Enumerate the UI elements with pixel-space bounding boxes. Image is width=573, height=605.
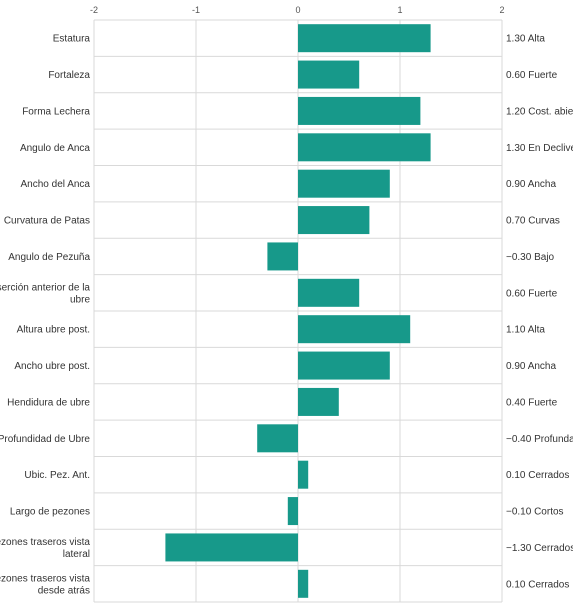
- value-label: 1.10 Alta: [506, 325, 545, 336]
- bar: [298, 206, 370, 235]
- value-label: 0.10 Cerrados: [506, 470, 569, 481]
- category-label: Fortaleza: [48, 70, 90, 81]
- x-tick-label: -1: [192, 5, 200, 15]
- bar: [298, 60, 360, 89]
- bar: [298, 460, 309, 489]
- value-label: −0.30 Bajo: [506, 252, 555, 263]
- category-label: Curvatura de Patas: [4, 216, 90, 227]
- value-label: 0.60 Fuerte: [506, 288, 558, 299]
- value-label: 0.90 Ancha: [506, 361, 556, 372]
- bar: [165, 533, 298, 562]
- bar: [287, 497, 298, 526]
- value-label: 1.20 Cost. abierto: [506, 106, 573, 117]
- bar: [298, 278, 360, 307]
- x-tick-label: 2: [499, 5, 504, 15]
- bar: [267, 242, 298, 271]
- value-label: 0.70 Curvas: [506, 216, 560, 227]
- value-label: 0.60 Fuerte: [506, 70, 558, 81]
- bar: [298, 387, 339, 416]
- category-label: Angulo de Anca: [20, 143, 90, 154]
- category-label: Ubic. Pez. Ant.: [24, 470, 90, 481]
- category-label: Forma Lechera: [22, 106, 90, 117]
- bar: [298, 133, 431, 162]
- x-tick-label: 0: [295, 5, 300, 15]
- category-label: Hendidura de ubre: [7, 397, 90, 408]
- bar: [257, 424, 298, 453]
- grid-layer: [93, 19, 503, 603]
- value-label: −0.10 Cortos: [506, 507, 564, 518]
- bar: [298, 96, 421, 125]
- value-label: 0.40 Fuerte: [506, 397, 558, 408]
- labels-layer: -2 -1 0 1 2 Estatura 1.30 Alta Fortaleza 0.60 Fu…: [0, 5, 573, 596]
- bar: [298, 315, 411, 344]
- category-label: Ancho ubre post.: [14, 361, 90, 372]
- category-label: Angulo de Pezuña: [8, 252, 90, 263]
- x-tick-label: 1: [397, 5, 402, 15]
- bar: [298, 569, 309, 598]
- category-label: Ancho del Anca: [21, 179, 91, 190]
- value-label: 1.30 Alta: [506, 34, 545, 45]
- value-label: 1.30 En Declive: [506, 143, 573, 154]
- category-label: Largo de pezones: [10, 507, 90, 518]
- bar: [298, 351, 390, 380]
- value-label: −0.40 Profunda: [506, 434, 573, 445]
- value-label: 0.10 Cerrados: [506, 579, 569, 590]
- bar: [298, 24, 431, 53]
- x-tick-label: -2: [90, 5, 98, 15]
- category-label: Estatura: [53, 34, 91, 45]
- value-label: −1.30 Cerrados: [506, 543, 573, 554]
- value-label: 0.90 Ancha: [506, 179, 556, 190]
- bar: [298, 169, 390, 198]
- category-label: Altura ubre post.: [17, 325, 90, 336]
- bars-layer: [165, 24, 431, 598]
- category-label: Profundidad de Ubre: [0, 434, 90, 445]
